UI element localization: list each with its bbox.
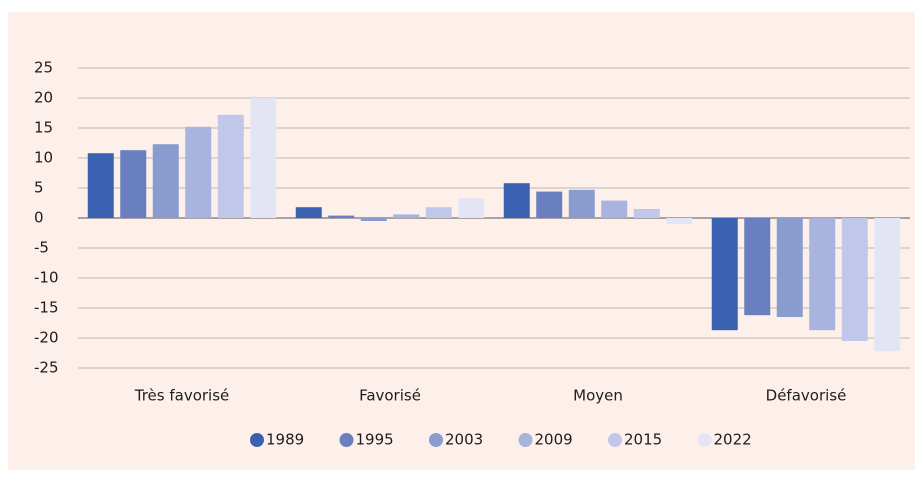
y-tick-label: 25 xyxy=(34,59,53,77)
bar xyxy=(568,189,595,218)
x-tick-label: Favorisé xyxy=(359,387,421,405)
bar xyxy=(536,191,563,218)
y-tick-label: 15 xyxy=(34,119,53,137)
bar xyxy=(87,153,114,218)
x-tick-label: Défavorisé xyxy=(766,387,847,405)
y-tick-label: -15 xyxy=(34,299,59,317)
legend-marker xyxy=(518,433,533,447)
y-tick-label: 5 xyxy=(34,179,44,197)
y-tick-label: 10 xyxy=(34,149,53,167)
legend-marker xyxy=(339,433,354,447)
bar xyxy=(841,218,868,341)
bar xyxy=(874,218,901,352)
bar xyxy=(295,207,322,218)
bar xyxy=(120,150,147,218)
legend-label: 2009 xyxy=(535,431,573,449)
bar xyxy=(633,209,660,218)
legend-label: 2015 xyxy=(624,431,662,449)
y-tick-label: -10 xyxy=(34,269,59,287)
legend-label: 2022 xyxy=(714,431,752,449)
y-tick-label: -25 xyxy=(34,359,59,377)
legend-marker xyxy=(250,433,264,447)
y-tick-label: 0 xyxy=(34,209,44,227)
legend-marker xyxy=(429,433,443,447)
bar xyxy=(328,215,355,218)
bar xyxy=(217,114,244,218)
bar xyxy=(393,214,420,218)
bar xyxy=(744,218,771,316)
bar xyxy=(360,218,387,221)
legend-marker xyxy=(608,433,622,447)
legend-marker xyxy=(697,433,712,447)
bar xyxy=(458,198,485,218)
x-tick-label: Très favorisé xyxy=(134,387,230,405)
bar xyxy=(809,218,836,331)
bar xyxy=(666,218,693,224)
y-tick-label: -5 xyxy=(34,239,49,257)
bar xyxy=(185,126,212,218)
bar xyxy=(152,144,179,218)
legend-label: 2003 xyxy=(445,431,483,449)
bar xyxy=(776,218,803,317)
bar xyxy=(250,98,277,218)
legend-label: 1995 xyxy=(356,431,394,449)
bar xyxy=(503,183,530,218)
bar xyxy=(425,207,452,218)
bar xyxy=(711,218,738,331)
x-tick-label: Moyen xyxy=(573,387,623,405)
bar xyxy=(601,200,628,218)
y-tick-label: -20 xyxy=(34,329,59,347)
y-tick-label: 20 xyxy=(34,89,53,107)
legend-label: 1989 xyxy=(266,431,304,449)
